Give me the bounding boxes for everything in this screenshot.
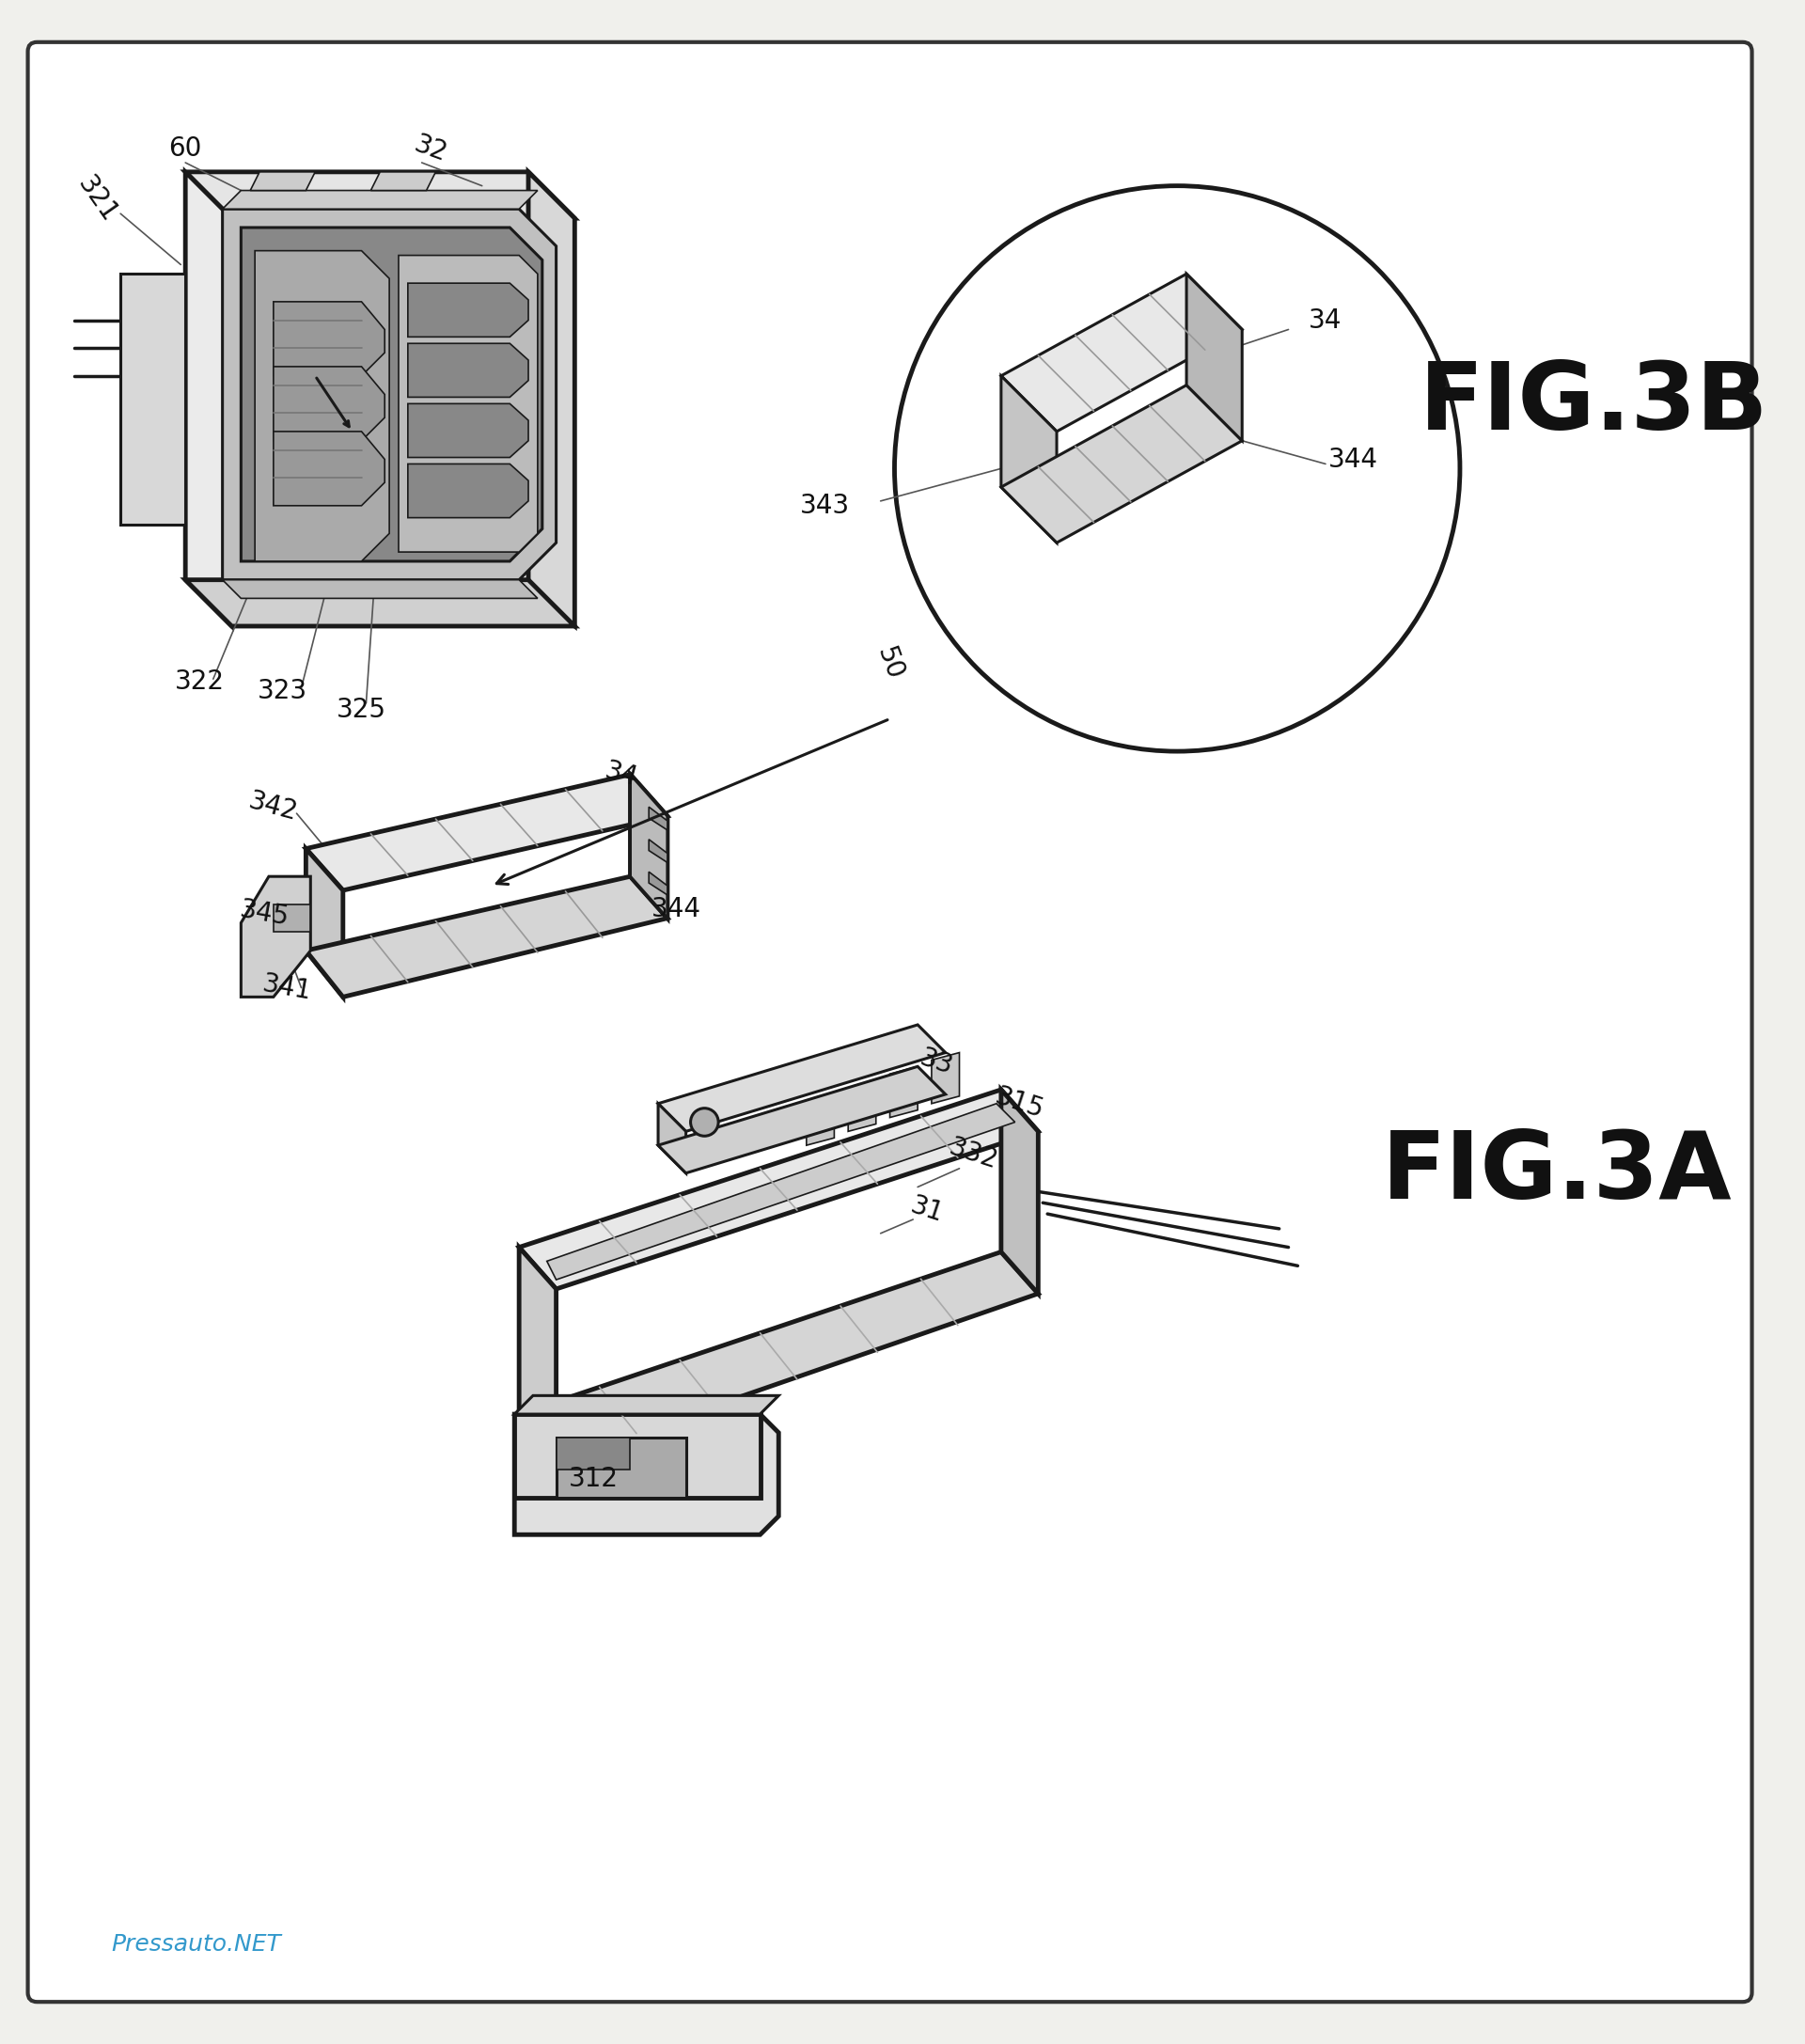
Polygon shape xyxy=(186,172,574,219)
Text: 321: 321 xyxy=(72,172,123,227)
Text: 50: 50 xyxy=(872,644,908,683)
Polygon shape xyxy=(556,1437,630,1470)
Polygon shape xyxy=(547,1104,1014,1280)
Polygon shape xyxy=(251,172,316,190)
Text: 323: 323 xyxy=(258,679,307,705)
Polygon shape xyxy=(630,775,668,918)
Text: 343: 343 xyxy=(800,493,850,519)
Text: Pressauto.NET: Pressauto.NET xyxy=(112,1934,282,1956)
Circle shape xyxy=(895,186,1460,752)
Polygon shape xyxy=(242,877,310,997)
Text: 342: 342 xyxy=(245,787,301,826)
Polygon shape xyxy=(305,775,668,891)
Polygon shape xyxy=(648,840,668,863)
Polygon shape xyxy=(370,172,435,190)
Polygon shape xyxy=(222,190,538,208)
Polygon shape xyxy=(255,251,390,562)
Text: FIG.3A: FIG.3A xyxy=(1383,1128,1733,1218)
Polygon shape xyxy=(408,343,529,397)
Text: 31: 31 xyxy=(908,1192,948,1228)
Polygon shape xyxy=(305,848,343,997)
Polygon shape xyxy=(408,284,529,337)
Polygon shape xyxy=(807,1094,834,1145)
Polygon shape xyxy=(520,1089,1038,1290)
Text: 341: 341 xyxy=(260,971,314,1006)
Polygon shape xyxy=(1002,376,1056,544)
Text: 344: 344 xyxy=(1328,446,1379,472)
Polygon shape xyxy=(273,366,384,442)
Polygon shape xyxy=(514,1414,760,1498)
Polygon shape xyxy=(1002,274,1242,431)
Polygon shape xyxy=(273,903,310,932)
Text: 312: 312 xyxy=(569,1466,617,1492)
Polygon shape xyxy=(659,1024,946,1132)
Polygon shape xyxy=(890,1067,917,1118)
Polygon shape xyxy=(556,1437,686,1498)
Polygon shape xyxy=(648,873,668,895)
Text: 60: 60 xyxy=(168,135,202,161)
FancyBboxPatch shape xyxy=(27,43,1753,2001)
Text: 32: 32 xyxy=(412,131,451,168)
Polygon shape xyxy=(659,1067,946,1173)
Text: 34: 34 xyxy=(1309,307,1343,333)
Text: 33: 33 xyxy=(917,1044,957,1079)
Text: 332: 332 xyxy=(946,1134,1002,1175)
Polygon shape xyxy=(399,256,538,552)
Polygon shape xyxy=(408,464,529,517)
Text: 345: 345 xyxy=(238,895,291,930)
Polygon shape xyxy=(931,1053,960,1104)
Polygon shape xyxy=(222,208,556,580)
Polygon shape xyxy=(273,431,384,505)
Polygon shape xyxy=(121,274,186,523)
Text: 344: 344 xyxy=(652,895,702,922)
Polygon shape xyxy=(222,580,538,599)
Polygon shape xyxy=(186,580,574,625)
Polygon shape xyxy=(514,1396,778,1414)
Polygon shape xyxy=(520,1251,1038,1461)
Polygon shape xyxy=(1002,384,1242,544)
Polygon shape xyxy=(630,775,668,918)
Polygon shape xyxy=(514,1414,778,1535)
Text: 315: 315 xyxy=(993,1083,1047,1124)
Polygon shape xyxy=(242,227,542,562)
Polygon shape xyxy=(520,1247,556,1461)
Polygon shape xyxy=(648,807,668,830)
Polygon shape xyxy=(408,403,529,458)
Polygon shape xyxy=(186,172,231,625)
Polygon shape xyxy=(305,877,668,997)
Polygon shape xyxy=(273,303,384,376)
Text: FIG.3B: FIG.3B xyxy=(1421,358,1769,450)
Circle shape xyxy=(691,1108,718,1136)
Polygon shape xyxy=(529,172,574,625)
Text: 34: 34 xyxy=(601,758,641,791)
Text: 322: 322 xyxy=(175,668,224,695)
Text: 325: 325 xyxy=(336,697,386,724)
Polygon shape xyxy=(1002,1089,1038,1294)
Polygon shape xyxy=(659,1104,686,1173)
Polygon shape xyxy=(848,1081,875,1132)
Polygon shape xyxy=(1186,274,1242,442)
